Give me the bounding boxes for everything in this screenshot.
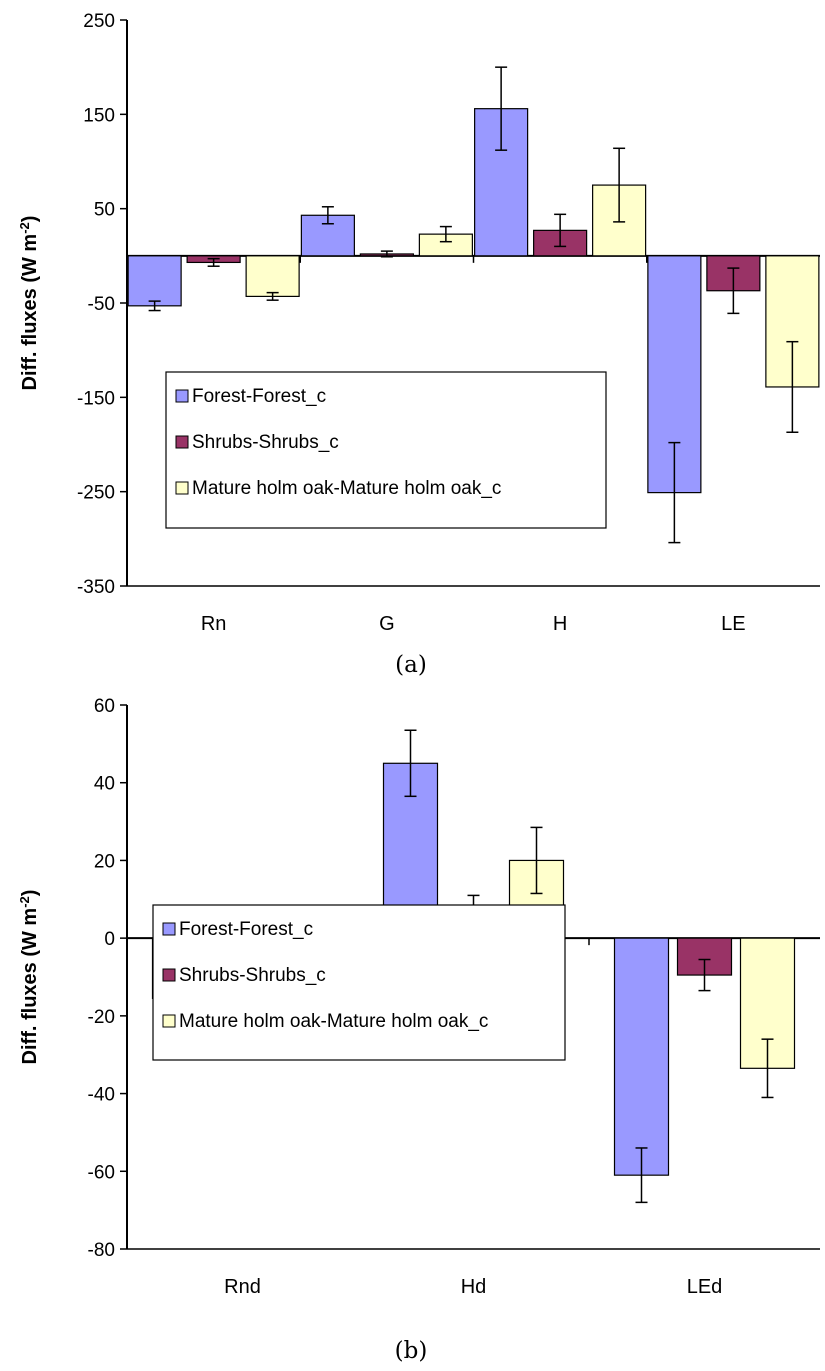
- legend-label: Forest-Forest_c: [192, 386, 326, 407]
- legend-swatch: [162, 968, 176, 982]
- y-tick-label: -80: [88, 1240, 115, 1261]
- y-tick-label: 250: [83, 11, 115, 32]
- category-label: LE: [721, 613, 745, 635]
- category-label: Hd: [461, 1276, 487, 1298]
- category-label: Rnd: [224, 1276, 261, 1298]
- legend-swatch: [175, 481, 189, 495]
- panel-caption: (a): [395, 652, 427, 678]
- legend-swatch: [162, 922, 176, 936]
- y-tick-label: 150: [83, 105, 115, 126]
- category-label: H: [553, 613, 567, 635]
- y-tick-label: -50: [88, 294, 115, 315]
- legend-label: Mature holm oak-Mature holm oak_c: [179, 1011, 488, 1032]
- y-tick-label: 40: [94, 774, 115, 795]
- y-tick-label: -350: [77, 577, 115, 598]
- bar-1-mature-holm-oak-mature-holm-oak-c-rn: [245, 255, 300, 297]
- legend-swatch: [175, 389, 189, 403]
- category-label: Rn: [201, 613, 227, 635]
- bar-2-forest-forest-c-led: [613, 937, 670, 1176]
- y-tick-label: 50: [94, 200, 115, 221]
- panel-caption: (b): [395, 1338, 428, 1364]
- legend-label: Forest-Forest_c: [179, 919, 313, 940]
- y-tick-label: -250: [77, 483, 115, 504]
- y-tick-label: 20: [94, 851, 115, 872]
- y-tick-label: -40: [88, 1085, 115, 1106]
- legend-label: Mature holm oak-Mature holm oak_c: [192, 478, 501, 499]
- chart-panel-1: -350 -250 -150 -50 50 150 250 Rn G H LE Diff. fluxe…: [17, 11, 820, 678]
- legend-label: Shrubs-Shrubs_c: [192, 432, 339, 453]
- y-tick-label: 0: [104, 929, 115, 950]
- y-tick-label: -150: [77, 388, 115, 409]
- y-tick-label: 60: [94, 696, 115, 717]
- legend-box: [152, 904, 566, 1061]
- bar-1-forest-forest-c-g: [300, 214, 355, 257]
- legend-box: [165, 371, 607, 529]
- bar-1-forest-forest-c-rn: [127, 255, 182, 307]
- legend-swatch: [162, 1014, 176, 1028]
- category-label: LEd: [687, 1276, 723, 1298]
- legend-swatch: [175, 435, 189, 449]
- y-axis-label: Diff. fluxes (W m-2): [17, 890, 42, 1065]
- legend-label: Shrubs-Shrubs_c: [179, 965, 326, 986]
- category-label: G: [379, 613, 395, 635]
- y-tick-label: -60: [88, 1162, 115, 1183]
- chart-panel-2: -80 -60 -40 -20 0 20 40 60 Rnd Hd LEd Diff. fluxes …: [17, 696, 820, 1364]
- y-tick-label: -20: [88, 1007, 115, 1028]
- y-axis-label: Diff. fluxes (W m-2): [17, 216, 42, 391]
